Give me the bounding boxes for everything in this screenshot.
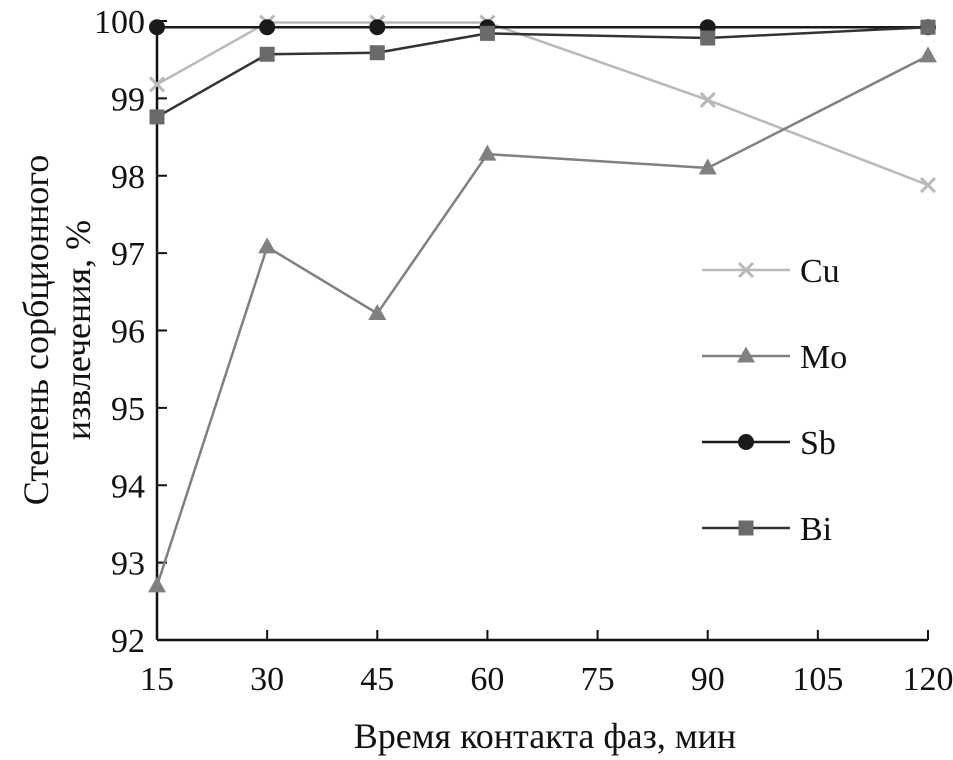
series-bi-point-marker (700, 30, 716, 46)
series-sb-point-marker (369, 19, 386, 36)
series-mo-line (155, 54, 929, 587)
x-tick-label: 60 (470, 661, 504, 698)
series-cu-point-marker (919, 176, 937, 194)
series-mo-point-marker (148, 576, 166, 593)
series-mo-point-marker (368, 303, 387, 320)
y-tick-label: 94 (111, 468, 145, 505)
series-cu-point-marker-stroke (699, 91, 716, 108)
series-cu-point-marker-stroke (148, 76, 166, 93)
x-tick-label: 105 (792, 661, 843, 698)
legend-bi-marker (738, 520, 754, 536)
legend-item-mo: Mo (702, 339, 847, 376)
x-axis-title: Время контакта фаз, мин (354, 716, 736, 756)
x-tick-label: 75 (581, 661, 615, 698)
series-mo-point-marker (919, 46, 937, 63)
legend-item-cu: Cu (702, 253, 840, 290)
y-tick-label: 96 (111, 314, 145, 351)
series-bi-point-marker (369, 45, 385, 61)
series-mo-point-marker (698, 158, 717, 175)
legend: Cu Mo Sb Bi (702, 253, 847, 548)
y-tick-label: 97 (111, 236, 145, 273)
y-tick-label: 93 (111, 546, 145, 583)
series-bi-point-marker (920, 19, 936, 35)
x-tick-label: 45 (360, 661, 394, 698)
x-tick-label: 15 (140, 661, 174, 698)
series-mo-point-marker (258, 237, 277, 254)
legend-cu-marker (737, 261, 755, 279)
legend-label-cu: Cu (800, 253, 840, 290)
legend-sb-marker (738, 434, 754, 450)
legend-item-bi: Bi (702, 511, 832, 548)
legend-label-sb: Sb (800, 425, 836, 462)
legend-mo-marker (737, 346, 755, 363)
axes: 92 93 94 95 96 97 98 99 100 15 30 45 60 75 90 105 120 (94, 4, 953, 698)
legend-cu-marker-stroke (737, 261, 755, 279)
series-bi-point-marker (479, 25, 495, 41)
y-tick-label: 95 (111, 391, 145, 428)
series-cu-line (156, 21, 929, 187)
series-sb-point-marker (149, 19, 165, 36)
y-axis-title: Степень сорбционного извлечения, % (16, 155, 98, 505)
series-mo (148, 46, 937, 593)
series-cu-point-marker (148, 76, 166, 93)
legend-label-mo: Mo (800, 339, 847, 376)
series-bi (149, 19, 936, 125)
legend-label-bi: Bi (800, 511, 832, 548)
series-cu (148, 14, 937, 194)
y-axis-title-line-1: Степень сорбционного (16, 155, 56, 505)
series-sb-point-marker (259, 19, 276, 36)
y-axis-title-line-2: извлечения, % (58, 220, 98, 440)
y-tick-label: 99 (111, 81, 145, 118)
legend-item-sb: Sb (702, 425, 836, 462)
x-tick-label: 90 (691, 661, 725, 698)
y-tick-label: 100 (94, 4, 145, 41)
series-group (148, 14, 937, 593)
x-tick-label: 30 (250, 661, 284, 698)
series-cu-point-marker (699, 91, 716, 108)
series-bi-point-marker (149, 109, 165, 125)
y-tick-label: 98 (111, 159, 145, 196)
series-cu-point-marker-stroke (919, 176, 937, 194)
series-bi-line (156, 25, 929, 119)
series-bi-point-marker (259, 46, 275, 62)
y-tick-label: 92 (111, 623, 145, 660)
x-tick-label: 120 (903, 661, 953, 698)
series-mo-point-marker (478, 144, 497, 161)
